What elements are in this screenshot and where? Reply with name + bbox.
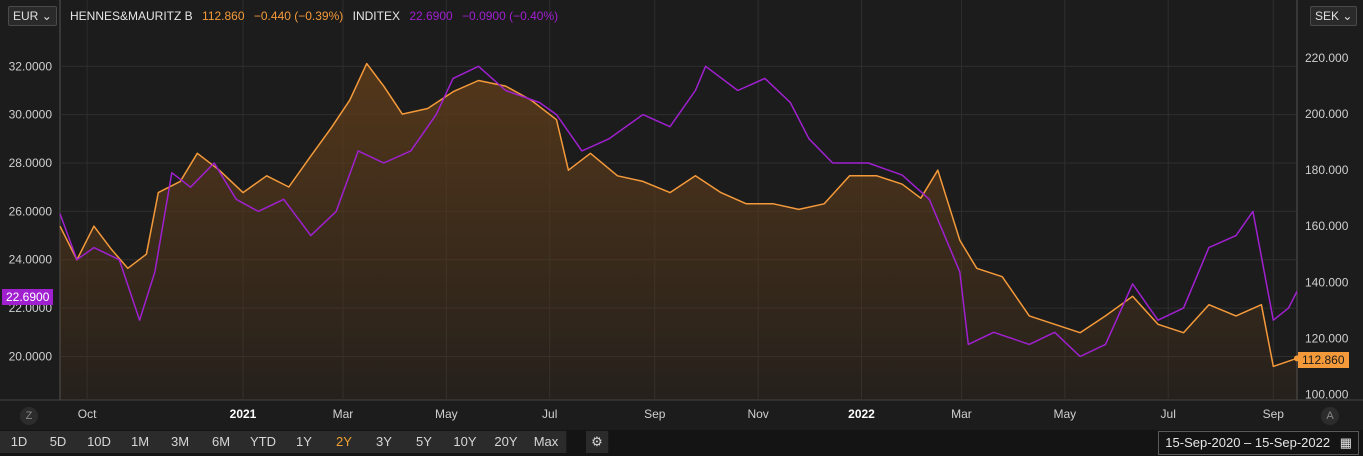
period-button-1y[interactable]: 1Y xyxy=(284,431,325,453)
period-button-1m[interactable]: 1M xyxy=(120,431,161,453)
legend-series-hm-name: HENNES&MAURITZ B xyxy=(70,9,193,23)
gear-icon: ⚙ xyxy=(591,434,603,449)
period-button-6m[interactable]: 6M xyxy=(200,431,243,453)
period-button-max[interactable]: Max xyxy=(526,431,567,453)
right-axis-tick-label: 120.000 xyxy=(1305,331,1349,345)
period-button-10y[interactable]: 10Y xyxy=(444,431,487,453)
period-button-5d[interactable]: 5D xyxy=(38,431,79,453)
x-axis-tick-label: Sep xyxy=(1263,407,1285,421)
period-button-1d[interactable]: 1D xyxy=(0,431,39,453)
x-axis-tick-label: 2022 xyxy=(848,407,875,421)
x-axis-tick-label: Mar xyxy=(333,407,354,421)
left-currency-label: EUR xyxy=(13,9,39,23)
legend-series-inditex-name: INDITEX xyxy=(352,9,400,23)
left-axis-zoom-button[interactable]: Z xyxy=(20,407,38,425)
right-axis-autoscale-button[interactable]: A xyxy=(1321,407,1339,425)
period-button-20y[interactable]: 20Y xyxy=(486,431,527,453)
period-button-3m[interactable]: 3M xyxy=(160,431,201,453)
period-button-ytd[interactable]: YTD xyxy=(242,431,285,453)
legend-series-inditex-value: 22.6900 xyxy=(409,9,453,23)
left-axis-tick-label: 28.0000 xyxy=(9,156,53,170)
x-axis-tick-label: Jul xyxy=(542,407,557,421)
x-axis-tick-label: Jul xyxy=(1161,407,1176,421)
right-axis-tick-label: 100.000 xyxy=(1305,387,1349,401)
x-axis-tick-label: Oct xyxy=(78,407,97,421)
period-button-2y[interactable]: 2Y xyxy=(324,431,365,453)
x-axis-tick-label: Nov xyxy=(747,407,768,421)
period-toolbar: 1D 5D 10D 1M 3M 6M YTD 1Y 2Y 3Y 5Y 10Y 20Y Max ⚙ 15-S… xyxy=(0,430,1363,456)
left-axis-tick-label: 26.0000 xyxy=(9,204,53,218)
right-currency-label: SEK xyxy=(1315,9,1340,23)
period-button-5y[interactable]: 5Y xyxy=(404,431,445,453)
left-axis-tick-label: 32.0000 xyxy=(9,59,53,73)
series-line-hm xyxy=(59,62,1298,368)
period-button-3y[interactable]: 3Y xyxy=(364,431,405,453)
left-currency-selector[interactable]: EUR ⌄ xyxy=(8,6,57,26)
hm-last-price-badge: 112.860 xyxy=(1298,352,1349,368)
chart-area[interactable]: 20.0000 22.0000 24.0000 26.0000 28.0000 30.00… xyxy=(0,0,1363,430)
x-axis-tick-label: May xyxy=(1054,407,1077,421)
left-axis-tick-label: 30.0000 xyxy=(9,108,53,122)
period-button-10d[interactable]: 10D xyxy=(78,431,121,453)
right-currency-selector[interactable]: SEK ⌄ xyxy=(1310,6,1358,26)
legend-series-inditex-change: −0.0900 (−0.40%) xyxy=(462,9,559,23)
x-axis-tick-label: Mar xyxy=(951,407,972,421)
settings-button[interactable]: ⚙ xyxy=(586,431,609,453)
series-line-inditex xyxy=(59,65,1298,358)
x-axis-tick-label: Sep xyxy=(644,407,666,421)
right-axis-tick-label: 140.000 xyxy=(1305,275,1349,289)
legend: HENNES&MAURITZ B 112.860 −0.440 (−0.39%)… xyxy=(70,9,564,23)
inditex-last-price-badge: 22.6900 xyxy=(2,289,54,305)
x-axis-tick-label: May xyxy=(435,407,458,421)
chevron-down-icon: ⌄ xyxy=(41,9,52,23)
price-chart[interactable]: 20.000022.000024.000026.000028.000030.00… xyxy=(0,0,1363,430)
right-axis-tick-label: 220.000 xyxy=(1305,51,1349,65)
right-axis-tick-label: 160.000 xyxy=(1305,219,1349,233)
right-axis-tick-label: 200.000 xyxy=(1305,107,1349,121)
date-range-picker[interactable]: 15-Sep-2020 – 15-Sep-2022 ▦ xyxy=(1158,431,1359,455)
calendar-icon: ▦ xyxy=(1339,435,1352,450)
chevron-down-icon: ⌄ xyxy=(1342,9,1353,23)
right-axis-tick-label: 180.000 xyxy=(1305,163,1349,177)
x-axis-tick-label: 2021 xyxy=(230,407,257,421)
legend-series-hm-change: −0.440 (−0.39%) xyxy=(253,9,344,23)
date-range-text: 15-Sep-2020 – 15-Sep-2022 xyxy=(1165,435,1331,450)
series-area-hm xyxy=(60,63,1297,400)
left-axis-tick-label: 20.0000 xyxy=(9,349,53,363)
left-axis-tick-label: 24.0000 xyxy=(9,253,53,267)
legend-series-hm-value: 112.860 xyxy=(202,9,245,23)
